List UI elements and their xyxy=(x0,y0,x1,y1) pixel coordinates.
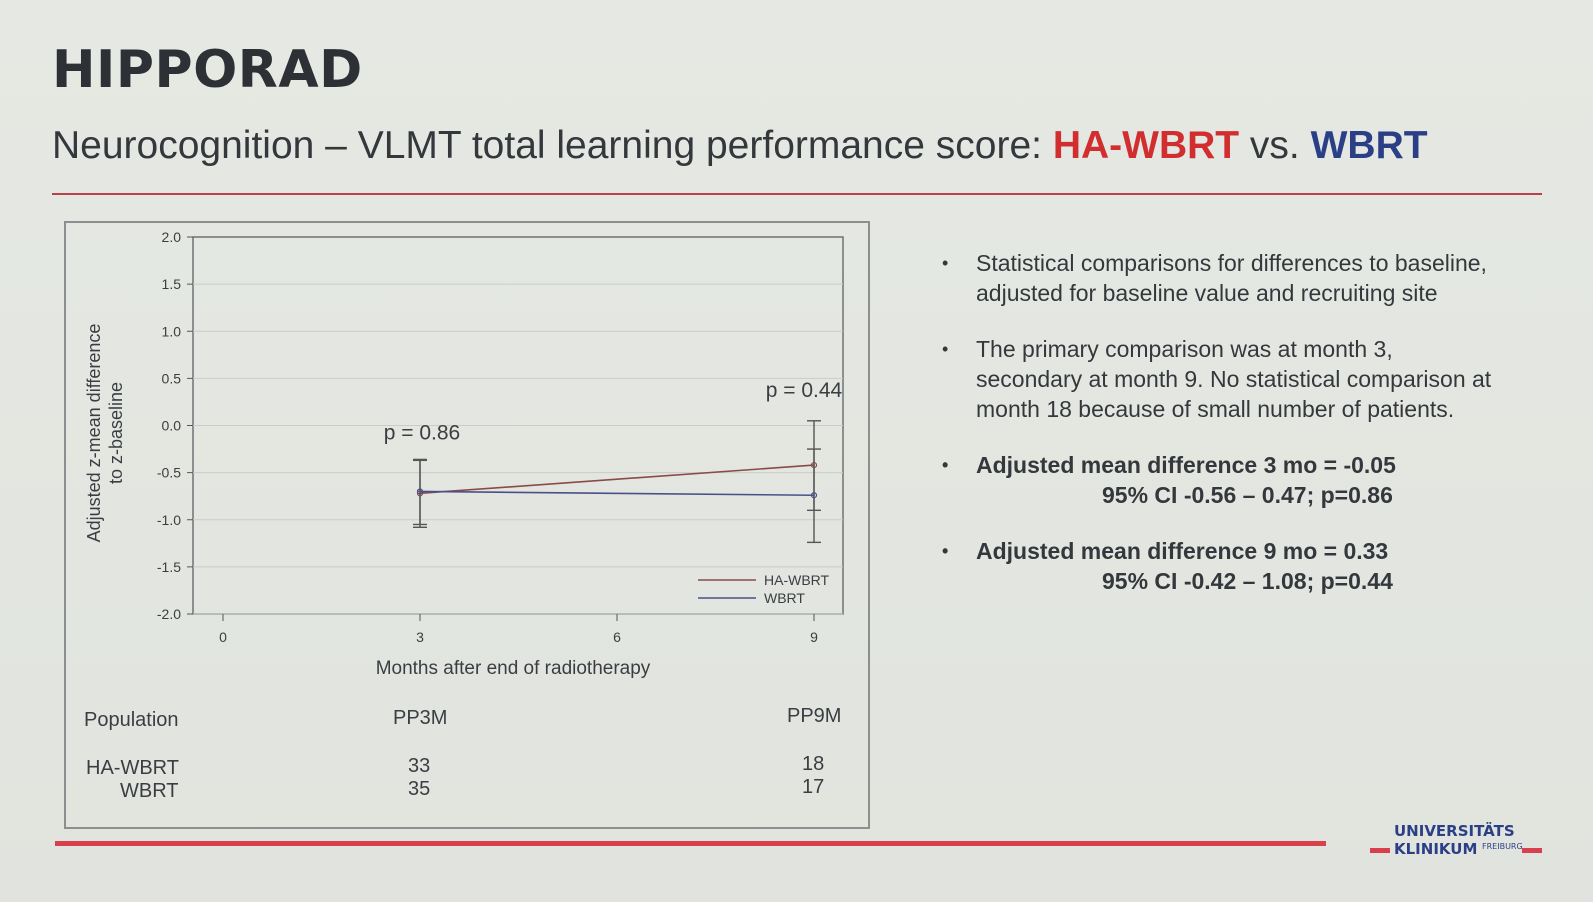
x-tick-label: 6 xyxy=(613,629,621,645)
population-row-label-ha-wbrt: HA-WBRT xyxy=(86,757,179,779)
population-ha-wbrt-pp9m: 18 xyxy=(802,753,825,775)
chart-panel: 2.0 1.5 1.0 0.5 0.0 -0.5 -1.0 -1.5 -2.0 0 3 6 9 Month… xyxy=(64,221,870,829)
y-tick-label: 0.5 xyxy=(162,370,182,386)
bullet-text: month 18 because of small number of pati… xyxy=(976,396,1455,422)
subtitle-wbrt: WBRT xyxy=(1310,124,1428,167)
bullet-item: The primary comparison was at month 3, s… xyxy=(942,334,1542,424)
bullet-text: Adjusted mean difference 9 mo = 0.33 xyxy=(976,538,1389,564)
bullet-text: adjusted for baseline value and recruiti… xyxy=(976,280,1438,306)
slide-subtitle: Neurocognition – VLMT total learning per… xyxy=(52,124,1428,168)
y-tick-label: 2.0 xyxy=(162,229,182,245)
logo-dash-right xyxy=(1522,848,1542,853)
series-line-ha-wbrt xyxy=(419,464,815,495)
p-value-label: p = 0.44 xyxy=(766,379,843,402)
y-axis-label: Adjusted z-mean difference xyxy=(84,324,104,543)
population-row-label-wbrt: WBRT xyxy=(120,780,179,802)
logo-dash-left xyxy=(1370,848,1390,853)
bullet-text: Adjusted mean difference 3 mo = -0.05 xyxy=(976,452,1396,478)
legend-label: WBRT xyxy=(764,590,805,606)
bullet-list: Statistical comparisons for differences … xyxy=(942,248,1542,622)
slide-title: HIPPORAD xyxy=(52,40,363,100)
bullet-text: secondary at month 9. No statistical com… xyxy=(976,366,1492,392)
x-tick-label: 0 xyxy=(219,629,227,645)
bullet-text: 95% CI -0.56 – 0.47; p=0.86 xyxy=(1102,482,1393,508)
population-ha-wbrt-pp3m: 33 xyxy=(408,755,431,777)
line-chart: 2.0 1.5 1.0 0.5 0.0 -0.5 -1.0 -1.5 -2.0 0 3 6 9 Month… xyxy=(84,229,844,679)
x-axis-label: Months after end of radiotherapy xyxy=(376,658,651,679)
title-divider xyxy=(52,193,1542,195)
y-tick-label: -0.5 xyxy=(157,465,181,481)
logo-text-line1: UNIVERSITÄTS xyxy=(1394,822,1515,840)
series-line-wbrt xyxy=(419,490,815,497)
subtitle-ha-wbrt: HA-WBRT xyxy=(1052,124,1240,167)
bullet-text: The primary comparison was at month 3, xyxy=(976,336,1393,362)
y-tick-label: -2.0 xyxy=(157,606,181,622)
population-col-pp9m: PP9M xyxy=(787,705,842,727)
bullet-item: Adjusted mean difference 9 mo = 0.33 95%… xyxy=(942,536,1542,596)
data-point xyxy=(416,488,424,495)
y-axis-label: to z-baseline xyxy=(106,382,126,484)
y-tick-label: -1.5 xyxy=(157,559,181,575)
logo-text-line3: FREIBURG xyxy=(1482,842,1523,851)
data-point xyxy=(810,492,818,499)
y-tick-label: 1.0 xyxy=(162,323,182,339)
y-tick-label: 0.0 xyxy=(162,418,182,434)
population-col-pp3m: PP3M xyxy=(393,707,448,729)
p-value-label: p = 0.86 xyxy=(384,422,460,445)
population-wbrt-pp3m: 35 xyxy=(408,778,431,800)
legend-label: HA-WBRT xyxy=(764,572,830,588)
y-tick-label: -1.0 xyxy=(157,512,181,528)
y-tick-label: 1.5 xyxy=(162,276,182,292)
x-tick-label: 3 xyxy=(416,629,424,645)
population-wbrt-pp9m: 17 xyxy=(802,776,825,798)
population-header: Population xyxy=(84,709,179,731)
bullet-item: Adjusted mean difference 3 mo = -0.05 95… xyxy=(942,450,1542,510)
logo-text-line2: KLINIKUM xyxy=(1394,840,1478,858)
subtitle-vs: vs. xyxy=(1239,124,1311,167)
bullet-text: Statistical comparisons for differences … xyxy=(976,250,1487,276)
x-tick-label: 9 xyxy=(810,629,818,645)
subtitle-prefix: Neurocognition – VLMT total learning per… xyxy=(52,124,1053,167)
bullet-item: Statistical comparisons for differences … xyxy=(942,248,1542,308)
bullet-text: 95% CI -0.42 – 1.08; p=0.44 xyxy=(1102,568,1393,594)
university-logo: UNIVERSITÄTS KLINIKUM FREIBURG xyxy=(1370,822,1550,862)
footer-divider xyxy=(55,841,1326,846)
